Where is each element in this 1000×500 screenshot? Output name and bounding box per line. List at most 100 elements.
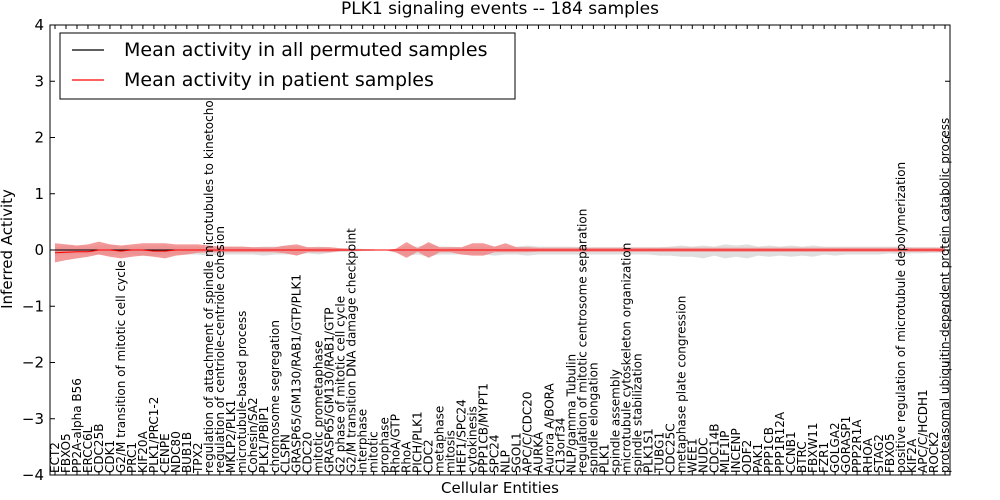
x-tick-label: SGOL1 — [510, 432, 524, 473]
x-tick-label: TUBG1 — [652, 432, 666, 474]
y-tick-label: 0 — [34, 241, 44, 259]
x-tick-label: spindle elongation — [586, 362, 600, 473]
x-axis-label: Cellular Entities — [441, 479, 559, 497]
x-tick-label: PAK1 — [751, 443, 765, 473]
y-tick-label: 4 — [34, 16, 44, 34]
x-tick-label: APC/C/CDC20 — [521, 391, 535, 473]
x-tick-label: PPP1CB/MYPT1 — [477, 383, 491, 473]
y-tick-label: 2 — [34, 129, 44, 147]
x-tick-label: HEF1/SPC24 — [455, 399, 469, 473]
x-tick-label: positive regulation of microtubule depol… — [894, 162, 908, 473]
x-tick-label: NDC80 — [169, 431, 183, 473]
x-tick-label: spindle assembly — [608, 369, 622, 473]
x-tick-label: microtubule-based process — [235, 311, 249, 473]
x-tick-label: NLP — [499, 450, 513, 473]
x-tick-label: STAG2 — [872, 434, 886, 473]
line-layer — [54, 249, 945, 254]
x-tick-label: TPX2 — [191, 443, 205, 474]
x-tick-label: cytokinesis — [466, 406, 480, 473]
x-tick-label: prophase — [378, 417, 392, 473]
x-tick-label: GOLGA2 — [828, 422, 842, 473]
x-tick-label: mitotic prometaphase — [312, 340, 326, 473]
x-tick-label: C13orf34 — [553, 418, 567, 473]
x-tick-label: regulation of mitotic centrosome separat… — [575, 209, 589, 473]
x-tick-label: CDC2 — [422, 439, 436, 473]
x-tick-label: GORASP1 — [839, 416, 853, 473]
x-tick-label: PLK1/PRC1-2 — [147, 397, 161, 473]
legend: Mean activity in all permuted samples Me… — [59, 32, 516, 100]
x-tick-label: MKLP2/PLK1 — [224, 400, 238, 473]
x-tick-label: NLP/gamma Tubulin — [564, 354, 578, 473]
x-tick-label: CDC20 — [301, 432, 315, 473]
legend-box — [59, 32, 516, 100]
x-tick-label: BUB1B — [180, 432, 194, 473]
y-tick-label: 1 — [34, 185, 44, 203]
x-tick-label: PPP1CB — [762, 427, 776, 473]
x-tick-label: regulation of attachment of spindle micr… — [202, 88, 216, 473]
x-tick-label: FBXO5 — [883, 433, 897, 473]
x-tick-label: ODF2 — [740, 440, 754, 473]
x-tick-label: PLK1/PBIP1 — [257, 406, 271, 473]
x-tick-label: SPC24 — [488, 434, 502, 473]
x-tick-label: mitotic — [367, 431, 381, 473]
x-tick-label: CDC14B — [707, 424, 721, 474]
x-tick-label: mitosis — [444, 430, 458, 473]
x-tick-label: GRASP65/GM130/RAB1/GTP/PLK1 — [290, 274, 304, 473]
x-tick-label: CCNB1 — [784, 431, 798, 473]
x-tick-label: PP2A-alpha B56 — [70, 378, 84, 473]
legend-label-permuted: Mean activity in all permuted samples — [124, 39, 487, 61]
x-tick-label: CDC25C — [663, 423, 677, 473]
x-tick-label: APC/C/HCDH1 — [916, 389, 930, 473]
y-tick-label: −1 — [22, 297, 44, 315]
x-tick-label: Cohesin/SA2 — [246, 397, 260, 473]
x-tick-label: FBXW11 — [806, 422, 820, 473]
x-tick-label: INCENP — [729, 428, 743, 473]
x-tick-label: microtubule cytoskeleton organization — [619, 243, 633, 473]
plot-area-frame — [49, 24, 951, 476]
x-tick-label: ECT2 — [48, 442, 62, 473]
x-tick-label: WEE1 — [685, 438, 699, 473]
chart-title: PLK1 signaling events -- 184 samples — [341, 0, 659, 19]
y-axis: 4 3 2 1 0 −1 −2 −3 −4 — [22, 16, 950, 484]
x-tick-label: RhoA — [400, 441, 414, 473]
legend-label-patient: Mean activity in patient samples — [124, 69, 434, 91]
x-tick-label: chromosome segregation — [268, 320, 282, 473]
x-tick-label: PLK1S1 — [641, 428, 655, 473]
x-tick-label: PPP2R1A — [850, 419, 864, 473]
x-tick-label: metaphase — [433, 406, 447, 473]
x-tick-label: regulation of centriole-centriole cohesi… — [213, 226, 227, 473]
patient-mean-line — [54, 249, 945, 254]
x-tick-label: CDK1 — [103, 440, 117, 473]
x-tick-label: CDC25B — [92, 424, 106, 474]
x-tick-label: PRC1 — [125, 442, 139, 473]
x-tick-label: RhoA/GTP — [389, 414, 403, 473]
x-tick-label: metaphase plate congression — [674, 296, 688, 473]
x-tick-label: spindle stabilization — [630, 353, 644, 473]
x-tick-label: ERCC6L — [81, 426, 95, 473]
y-tick-label: −4 — [22, 466, 44, 484]
x-tick-label: PLK1 — [597, 444, 611, 473]
x-tick-label: BTRC — [795, 441, 809, 473]
x-tick-label: ROCK2 — [927, 431, 941, 473]
patient-samples-band — [55, 241, 945, 263]
x-tick-label: PICH/PLK1 — [411, 411, 425, 473]
x-tick-label: RHOA — [861, 437, 875, 473]
x-tick-label: G2 phase of mitotic cell cycle — [334, 296, 348, 473]
x-tick-label: Aurora A/BORA — [542, 382, 556, 472]
x-tick-label: CLSPN — [279, 434, 293, 473]
x-tick-label: MLF1IP — [718, 431, 732, 473]
x-tick-label: NUDC — [696, 438, 710, 473]
x-tick-label: interphase — [356, 409, 370, 473]
x-tick-label: GRASP65/GM130/RAB1/GTP — [323, 307, 337, 473]
x-tick-label: CENPE — [158, 433, 172, 473]
x-tick-label: PPP1R12A — [773, 411, 787, 473]
x-tick-label: FBXO5 — [59, 433, 73, 473]
x-tick-label: KIF2A — [905, 438, 919, 473]
x-tick-label: proteasomal ubiquitin-dependent protein … — [938, 118, 952, 473]
x-tick-label: G2/M transition of mitotic cell cycle — [114, 260, 128, 473]
y-tick-label: −3 — [22, 410, 44, 428]
band-layer — [55, 241, 945, 263]
x-tick-label: AURKA — [532, 431, 546, 473]
